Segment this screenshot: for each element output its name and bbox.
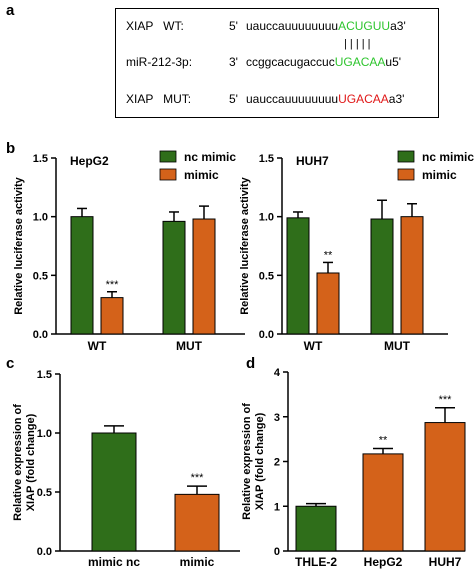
xiap-mut-seed: UGACAA [338,92,389,106]
b-huh7-bar [400,216,424,335]
d-category-label: HepG2 [364,555,403,569]
xiap-mut-prefix: uauccauuuuuuuu [246,92,339,106]
b-huh7-legend-label: mimic [422,168,457,182]
b-hepg2-bar [192,218,216,335]
b-hepg2-category-label: MUT [176,339,203,353]
panel-label-a: a [6,2,15,19]
mir-seed: UGACAA [334,55,386,69]
b-huh7-y-tick-label: 0.5 [259,270,274,282]
b-hepg2-bar [162,220,186,335]
b-hepg2-y-tick-label: 0.5 [33,270,48,282]
c-bar [174,493,220,552]
c-category-label: mimic [180,555,215,569]
xiap-wt-prefix: uauccauuuuuuuu [246,19,339,33]
d-y-tick-label: 4 [274,367,281,379]
c-y-tick-label: 0.0 [37,546,52,558]
b-huh7-y-axis-label: Relative luciferase activity [239,176,251,314]
xiap-mut-prime: 5' [229,92,238,106]
d-y-tick-label: 2 [274,457,280,469]
c-significance-label: *** [191,472,205,484]
d-bar [295,505,337,552]
b-hepg2-significance-label: *** [106,279,120,291]
xiap-wt-suffix: a3' [390,19,406,33]
b-hepg2-title: HepG2 [70,154,109,168]
b-hepg2-y-tick-label: 1.0 [33,212,48,224]
b-hepg2-legend-swatch [159,168,177,181]
c-y-tick-label: 0.5 [37,487,52,499]
b-huh7-title: HUH7 [296,154,329,168]
b-huh7-y-tick-label: 1.0 [259,212,274,224]
mir-prime: 3' [229,55,238,69]
d-y-axis-label: Relative expression ofXIAP (fold change) [241,403,266,520]
d-bar [362,453,404,552]
d-y-tick-label: 0 [274,546,280,558]
xiap-wt-seed: ACUGUU [338,19,391,33]
b-huh7-category-label: WT [304,339,323,353]
mir-prefix: ccggcacugaccuc [246,55,335,69]
d-significance-label: ** [379,435,388,447]
b-huh7-y-tick-label: 1.5 [259,153,274,165]
b-hepg2-legend-label: nc mimic [184,150,236,164]
d-bar [424,422,466,552]
xiap-mut-row: XIAP MUT: 5' uauccauuuuuuuuUGACAAa3' [126,92,404,106]
panel-label-d: d [246,355,256,372]
mir-suffix: u5' [385,55,402,69]
c-bar [91,432,137,552]
xiap-wt-name: XIAP WT: [126,19,184,33]
d-y-tick-label: 3 [274,412,280,424]
b-hepg2-bar [100,297,124,335]
b-huh7-y-tick-label: 0.0 [259,329,274,341]
xiap-mut-name: XIAP MUT: [126,92,192,106]
d-y-tick-label: 1 [274,501,280,513]
b-hepg2-y-tick-label: 0.0 [33,329,48,341]
xiap-wt-prime: 5' [229,19,238,33]
b-huh7-category-label: MUT [384,339,411,353]
b-hepg2-legend-swatch [159,150,177,163]
b-hepg2-y-tick-label: 1.5 [33,153,48,165]
d-category-label: HUH7 [429,555,462,569]
c-y-tick-label: 1.5 [37,369,52,381]
b-hepg2-bar [70,216,94,335]
b-huh7-legend-swatch [397,150,415,163]
panel-label-b: b [6,140,16,157]
xiap-mut-suffix: a3' [388,92,405,106]
b-huh7-bar [370,218,394,335]
c-y-tick-label: 1.0 [37,428,52,440]
b-huh7-legend-label: nc mimic [422,150,474,164]
xiap-wt-row: XIAP WT: 5' uauccauuuuuuuuACUGUUa3' [126,19,406,33]
b-hepg2-legend-label: mimic [184,168,219,182]
sequence-alignment-box: XIAP WT: 5' uauccauuuuuuuuACUGUUa3' | | … [115,8,439,118]
b-hepg2-category-label: WT [88,339,107,353]
d-category-label: THLE-2 [295,555,337,569]
d-significance-label: *** [439,394,453,406]
b-huh7-significance-label: ** [324,249,333,261]
mir-name: miR-212-3p: [126,55,193,69]
pairing-lines: | | | | | [344,38,371,50]
panel-label-c: c [6,355,15,372]
mir-row: miR-212-3p: 3' ccggcacugaccucUGACAAu5' [126,55,401,69]
b-huh7-legend-swatch [397,168,415,181]
c-category-label: mimic nc [88,555,140,569]
b-hepg2-y-axis-label: Relative luciferase activity [13,176,25,314]
b-huh7-bar [286,217,310,335]
c-y-axis-label: Relative expression ofXIAP (fold change) [12,404,37,521]
b-huh7-bar [316,272,340,335]
